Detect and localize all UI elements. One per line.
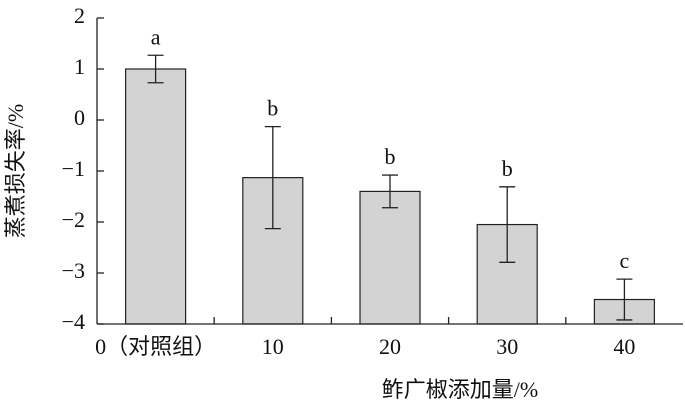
x-tick-label: 40 (613, 334, 635, 359)
x-tick-label: 30 (496, 334, 518, 359)
y-tick-label: 0 (74, 105, 85, 130)
bar (359, 190, 421, 325)
x-tick-label: 0（对照组） (95, 334, 216, 359)
error-bar (499, 186, 516, 263)
y-tick-label: −2 (62, 207, 85, 232)
significance-label: c (620, 248, 630, 273)
significance-label: b (502, 156, 513, 181)
x-tick-label: 20 (379, 334, 401, 359)
y-tick-label: 1 (74, 54, 85, 79)
significance-label: a (151, 24, 161, 49)
x-axis-label: 鲊广椒添加量/% (382, 377, 538, 402)
x-tick-label: 10 (262, 334, 284, 359)
significance-label: b (385, 144, 396, 169)
error-bar (382, 174, 398, 209)
significance-label: b (267, 96, 278, 121)
y-tick-label: 2 (74, 3, 85, 28)
y-tick-label: −4 (62, 309, 85, 334)
error-bar (147, 54, 164, 84)
y-tick-label: −1 (62, 156, 85, 181)
error-bar (264, 125, 281, 230)
bar (124, 68, 187, 325)
error-bar (616, 278, 633, 321)
y-axis-label: 蒸煮损失率/% (3, 104, 28, 238)
y-tick-label: −3 (62, 258, 85, 283)
